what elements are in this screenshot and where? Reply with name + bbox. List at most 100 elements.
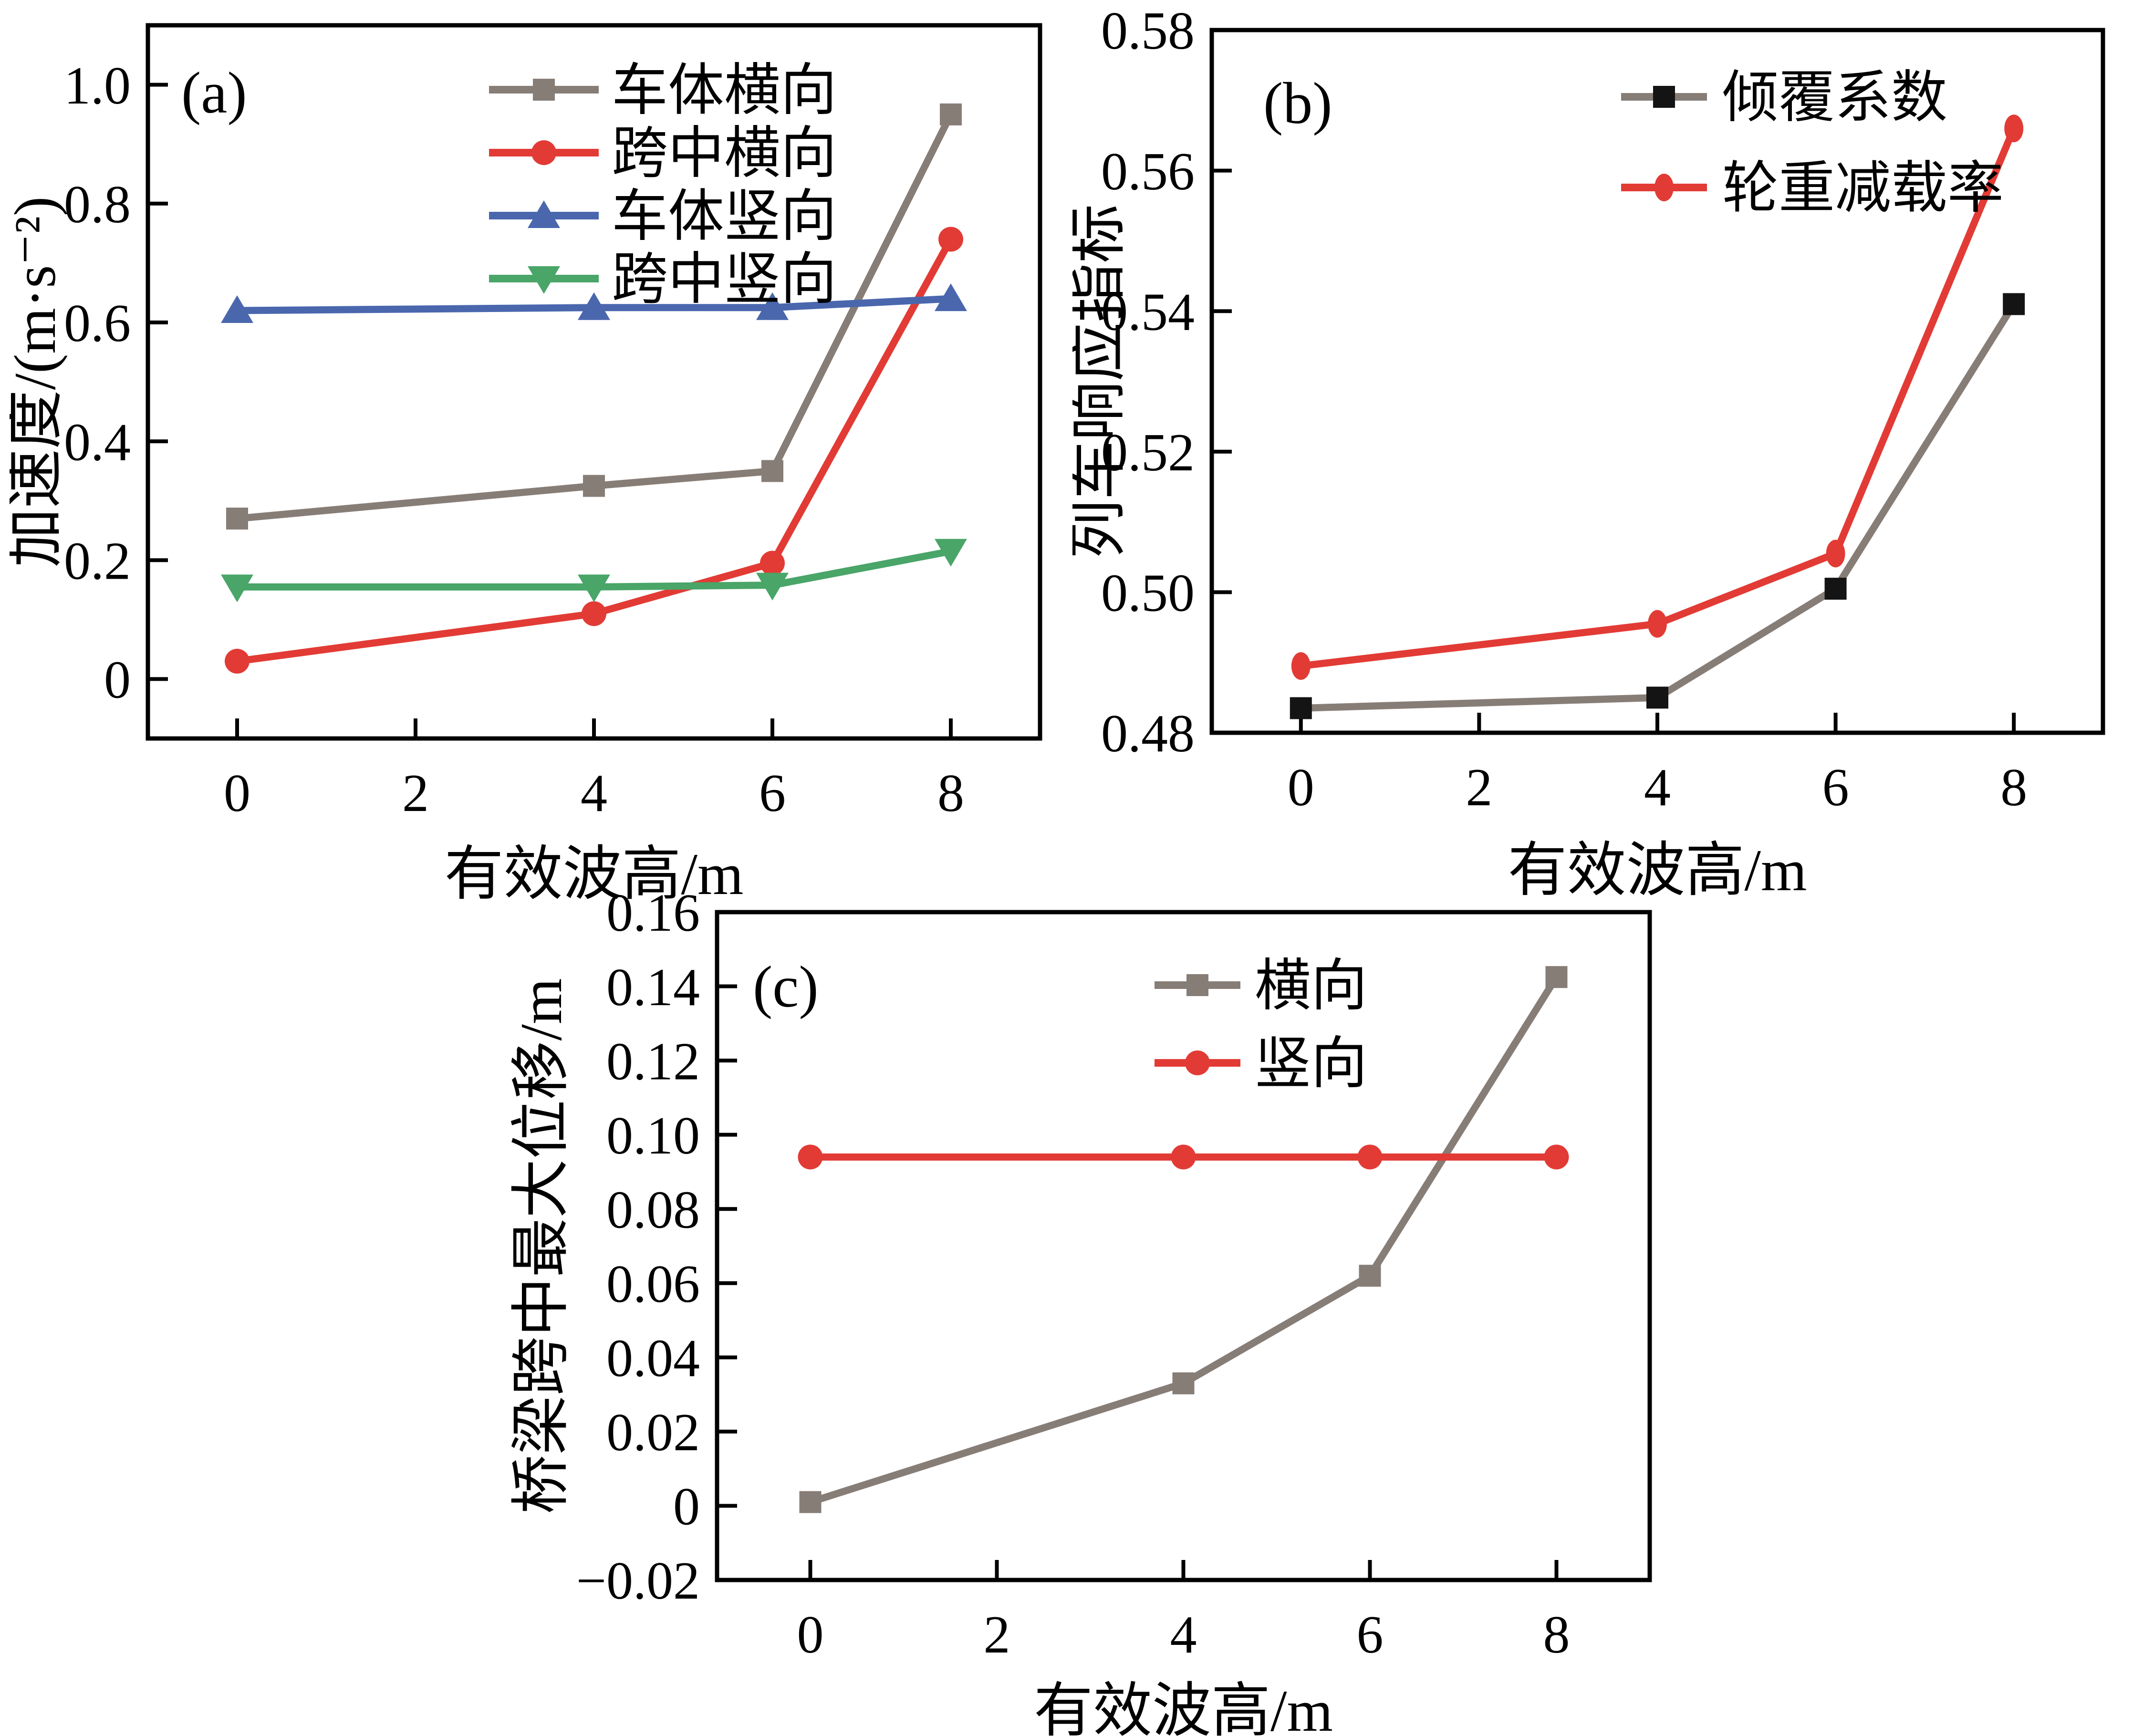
data-point-a-2-0 (221, 295, 253, 323)
x-tick-label-a: 2 (402, 764, 429, 823)
y-tick-label-c: 0.08 (606, 1180, 700, 1239)
data-point-b-0-2 (1824, 578, 1847, 600)
data-point-a-2-3 (935, 283, 967, 312)
y-tick-label-a: 0.2 (64, 531, 131, 591)
data-point-b-0-1 (1646, 686, 1668, 709)
data-point-b-1-2 (1826, 540, 1845, 568)
data-point-c-1-1 (1171, 1144, 1196, 1170)
legend-marker-c-1 (1185, 1050, 1210, 1075)
plot-border-a (146, 23, 1042, 741)
data-point-b-0-0 (1290, 697, 1312, 719)
data-point-a-3-3 (935, 539, 967, 567)
data-point-c-1-3 (1544, 1144, 1569, 1170)
x-tick-label-b: 2 (1466, 758, 1492, 817)
series-line-b-0 (1297, 300, 2018, 712)
legend-label-b-0: 倾覆系数 (1722, 66, 1947, 129)
data-point-b-0-3 (2003, 293, 2025, 315)
data-point-a-1-3 (938, 227, 963, 252)
series-line-a-3 (233, 548, 955, 591)
legend-label-b-1: 轮重减载率 (1722, 157, 2004, 219)
series-line-b-1 (1297, 125, 2018, 670)
data-point-a-0-3 (940, 103, 962, 125)
data-point-a-1-2 (760, 551, 785, 576)
x-tick-label-a: 0 (224, 764, 250, 823)
y-tick-label-a: 0.4 (64, 413, 131, 472)
y-tick-label-b: 0.50 (1101, 564, 1195, 623)
y-tick-label-b: 0.54 (1101, 282, 1195, 342)
data-point-c-1-0 (798, 1144, 823, 1170)
series-line-a-0 (233, 111, 955, 522)
y-tick-label-a: 1.0 (64, 56, 131, 115)
x-tick-label-c: 0 (797, 1605, 824, 1664)
y-tick-label-c: 0.02 (606, 1403, 700, 1462)
x-tick-label-c: 4 (1170, 1605, 1197, 1664)
x-tick-label-b: 6 (1822, 758, 1849, 817)
chart-panel-c: 0 2 4 6 8 −0.02 0 0.02 0.04 0.06 0.08 0.10 0.12 0.14 0… (509, 887, 1652, 1736)
y-tick-label-c: 0 (673, 1477, 700, 1537)
legend-label-a-1: 跨中横向 (612, 122, 837, 185)
data-point-c-1-2 (1357, 1144, 1383, 1170)
data-point-a-0-0 (226, 508, 248, 530)
chart-panel-b: 0 2 4 6 8 0.48 0.50 0.52 0.54 0.56 0.58 有效波高/m 列车响应指… (1072, 4, 2105, 903)
data-point-c-0-2 (1359, 1265, 1381, 1287)
x-tick-label-b: 0 (1288, 758, 1314, 817)
panel-letter-a: (a) (181, 60, 247, 125)
data-point-c-0-3 (1545, 966, 1568, 988)
x-tick-label-a: 6 (759, 764, 786, 823)
y-tick-label-c: 0.14 (606, 958, 700, 1017)
y-tick-label-b: 0.48 (1101, 704, 1195, 763)
data-point-b-1-3 (2004, 114, 2024, 143)
y-tick-label-b: 0.56 (1101, 142, 1195, 201)
data-point-a-1-1 (582, 601, 606, 626)
data-point-a-1-0 (225, 649, 250, 674)
legend-marker-b-0 (1653, 86, 1675, 108)
y-axis-title-c: 桥梁跨中最大位移/m (509, 978, 574, 1514)
legend-marker-a-3 (528, 266, 560, 294)
legend-marker-a-2 (528, 200, 560, 228)
data-point-b-1-0 (1291, 652, 1311, 680)
data-point-a-0-1 (583, 475, 605, 497)
y-axis-title-a: 加速度/(m·s⁻²) (10, 197, 68, 568)
y-axis-title-b: 列车响应指标 (1072, 204, 1131, 559)
x-tick-label-c: 2 (984, 1605, 1010, 1664)
plot-border-c (715, 910, 1652, 1582)
series-line-a-2 (233, 295, 955, 314)
x-tick-label-c: 6 (1357, 1605, 1384, 1664)
data-point-a-0-2 (761, 460, 783, 482)
y-tick-label-a: 0.6 (64, 294, 131, 353)
x-tick-label-a: 8 (937, 764, 964, 823)
y-tick-label-a: 0 (104, 651, 131, 710)
y-tick-label-b: 0.58 (1101, 4, 1195, 61)
legend-label-a-0: 车体横向 (612, 59, 837, 122)
y-tick-label-c: 0.04 (606, 1329, 700, 1388)
legend-label-a-3: 跨中竖向 (612, 248, 837, 311)
y-tick-label-c: −0.02 (576, 1551, 700, 1611)
y-tick-label-a: 0.8 (64, 175, 131, 234)
y-tick-label-c: 0.12 (606, 1032, 700, 1091)
legend-marker-a-0 (533, 79, 555, 101)
legend-label-c-0: 横向 (1255, 955, 1367, 1017)
data-point-c-0-1 (1172, 1372, 1195, 1394)
y-tick-label-c: 0.10 (606, 1106, 700, 1165)
panel-letter-b: (b) (1263, 71, 1332, 136)
data-point-c-0-0 (799, 1491, 822, 1513)
data-point-a-3-1 (578, 574, 610, 603)
series-line-c-0 (807, 973, 1560, 1506)
x-axis-title-c: 有效波高/m (1034, 1678, 1333, 1736)
y-tick-label-c: 0.06 (606, 1255, 700, 1314)
data-point-a-3-2 (756, 572, 789, 601)
y-tick-label-b: 0.52 (1101, 423, 1195, 482)
x-tick-label-b: 4 (1644, 758, 1671, 817)
y-tick-label-c: 0.16 (606, 887, 700, 943)
x-axis-title-b: 有效波高/m (1508, 838, 1807, 903)
chart-panel-a: 0 2 4 6 8 0 0.2 0.4 0.6 0.8 1.0 有效波高/m 加速度/(m·s⁻²) (a… (10, 23, 1042, 907)
data-point-a-2-2 (756, 292, 789, 320)
legend-label-a-2: 车体竖向 (612, 185, 837, 248)
x-tick-label-b: 8 (2000, 758, 2027, 817)
data-point-a-2-1 (578, 292, 610, 320)
data-point-a-3-0 (221, 574, 253, 603)
legend-label-c-1: 竖向 (1255, 1032, 1367, 1095)
x-tick-label-a: 4 (581, 764, 607, 823)
panel-letter-c: (c) (753, 954, 819, 1019)
